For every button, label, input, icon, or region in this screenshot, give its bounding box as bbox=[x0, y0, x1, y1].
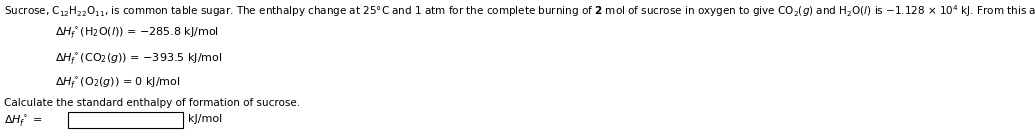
FancyBboxPatch shape bbox=[68, 112, 183, 128]
Text: $\Delta H_f^\circ$(CO$_2$($g$)) = −393.5 kJ/mol: $\Delta H_f^\circ$(CO$_2$($g$)) = −393.5… bbox=[55, 52, 223, 67]
Text: Sucrose, C$_{12}$H$_{22}$O$_{11}$, is common table sugar. The enthalpy change at: Sucrose, C$_{12}$H$_{22}$O$_{11}$, is co… bbox=[4, 3, 1035, 19]
Text: kJ/mol: kJ/mol bbox=[188, 114, 223, 124]
Text: $\Delta H_f^\circ$(O$_2$($g$)) = 0 kJ/mol: $\Delta H_f^\circ$(O$_2$($g$)) = 0 kJ/mo… bbox=[55, 76, 181, 91]
Text: $\Delta H_f^\circ$(H$_2$O($l$)) = −285.8 kJ/mol: $\Delta H_f^\circ$(H$_2$O($l$)) = −285.8… bbox=[55, 26, 219, 41]
Text: $\Delta H_f^\circ$ =: $\Delta H_f^\circ$ = bbox=[4, 114, 42, 129]
Text: Calculate the standard enthalpy of formation of sucrose.: Calculate the standard enthalpy of forma… bbox=[4, 98, 300, 108]
